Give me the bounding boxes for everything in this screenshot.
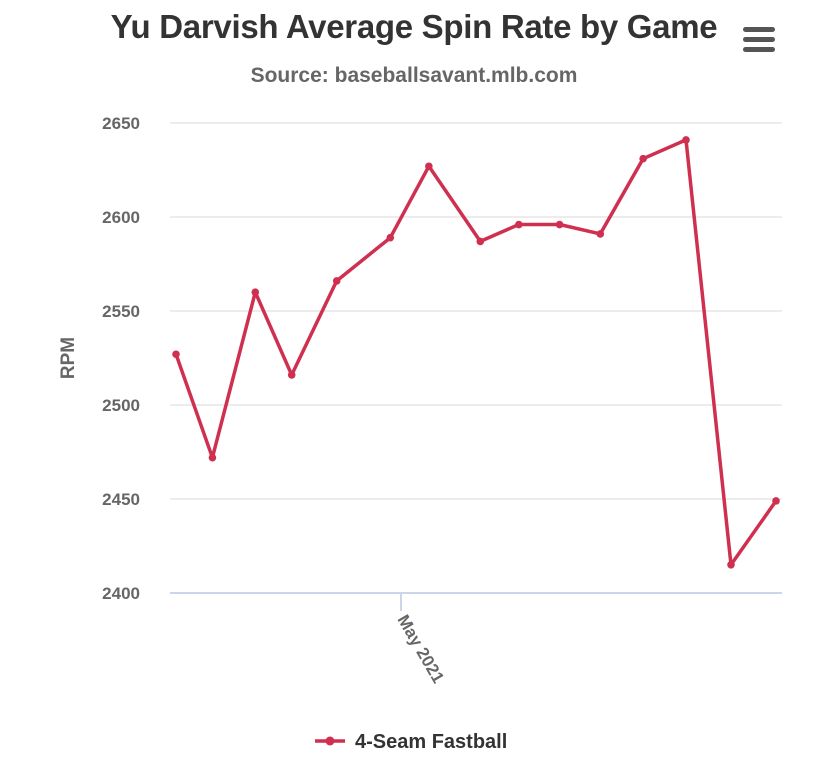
data-point[interactable] bbox=[515, 220, 523, 229]
y-tick-label: 2650 bbox=[102, 114, 140, 133]
x-tick-label: May 2021 bbox=[394, 612, 448, 687]
series-4-seam-fastball[interactable] bbox=[172, 136, 780, 569]
menu-bar bbox=[743, 27, 775, 32]
y-tick-label: 2500 bbox=[102, 396, 140, 415]
data-point[interactable] bbox=[639, 154, 647, 163]
data-point[interactable] bbox=[386, 233, 395, 242]
y-tick-label: 2400 bbox=[102, 584, 140, 603]
data-point[interactable] bbox=[682, 136, 690, 144]
legend-symbol-marker bbox=[325, 736, 335, 746]
y-axis: 2400 2450 2500 2550 2600 2650 bbox=[102, 114, 140, 603]
series-line[interactable] bbox=[174, 138, 778, 567]
data-point[interactable] bbox=[425, 162, 433, 171]
chart-title: Yu Darvish Average Spin Rate by Game bbox=[110, 8, 718, 45]
legend[interactable]: 4-Seam Fastball bbox=[315, 731, 507, 753]
data-point[interactable] bbox=[727, 561, 735, 569]
data-point[interactable] bbox=[772, 497, 780, 505]
y-tick-label: 2450 bbox=[102, 490, 140, 509]
y-axis-title: RPM bbox=[58, 337, 79, 379]
x-axis: May 2021 bbox=[170, 592, 782, 687]
data-point[interactable] bbox=[596, 230, 605, 238]
data-point[interactable] bbox=[287, 371, 296, 379]
data-point[interactable] bbox=[555, 220, 564, 229]
data-point[interactable] bbox=[332, 277, 341, 285]
data-point[interactable] bbox=[172, 350, 180, 359]
data-point[interactable] bbox=[251, 288, 260, 297]
menu-bar bbox=[743, 37, 775, 42]
y-tick-label: 2600 bbox=[102, 208, 140, 227]
menu-bar bbox=[743, 47, 775, 52]
hamburger-menu-icon[interactable] bbox=[740, 24, 778, 56]
legend-item-label[interactable]: 4-Seam Fastball bbox=[355, 731, 507, 753]
y-tick-label: 2550 bbox=[102, 302, 140, 321]
data-point[interactable] bbox=[208, 453, 217, 462]
grid-lines bbox=[170, 122, 782, 500]
chart-subtitle: Source: baseballsavant.mlb.com bbox=[250, 64, 578, 87]
data-point[interactable] bbox=[476, 237, 485, 246]
